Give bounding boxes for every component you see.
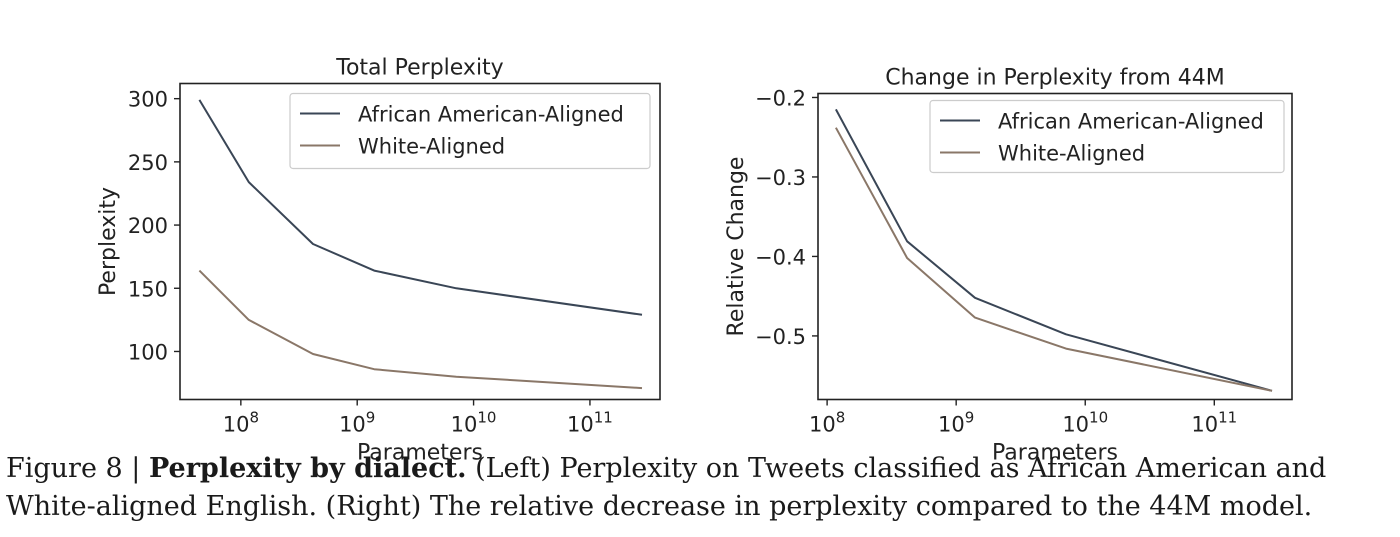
series-line-white-aligned	[835, 127, 1273, 392]
y-tick-label: 200	[128, 214, 168, 238]
legend-label: White-Aligned	[358, 135, 505, 159]
y-tick-label: 250	[128, 151, 168, 175]
x-tick-label: 1010	[451, 409, 497, 437]
plot-frame	[179, 82, 661, 401]
caption-bold: Perplexity by dialect.	[148, 453, 467, 484]
x-tick-label: 108	[809, 409, 845, 437]
x-axis-label: Parameters	[992, 441, 1118, 466]
legend-label: White-Aligned	[998, 142, 1145, 166]
chart-right: 108 109 1010 1011 −0.2 −0.3 −0.4 −0.5 Change in …	[724, 66, 1293, 466]
x-tick-label: 1011	[567, 409, 613, 437]
caption-label: Figure 8 |	[6, 453, 149, 484]
y-tick-label: −0.5	[755, 325, 806, 349]
y-axis-label: Relative Change	[724, 157, 749, 337]
y-tick-label: 100	[128, 340, 168, 364]
x-tick-label: 108	[223, 409, 259, 437]
x-tick-label: 1011	[1191, 409, 1237, 437]
legend-box	[929, 99, 1285, 174]
legend-label: African American-Aligned	[998, 110, 1264, 134]
plot-frame	[817, 92, 1293, 401]
legend-label: African American-Aligned	[358, 103, 624, 127]
series-line-african-american-aligned	[198, 99, 643, 316]
legend: African American-Aligned White-Aligned	[929, 99, 1285, 174]
y-tick-label: −0.4	[755, 245, 806, 269]
caption-text: (Left) Perplexity on Tweets classified a…	[6, 453, 1327, 522]
x-tick-label: 109	[938, 409, 974, 437]
figure-caption: Figure 8 | Perplexity by dialect. (Left)…	[6, 450, 1398, 526]
chart-title: Total Perplexity	[335, 56, 503, 81]
y-tick-label: −0.3	[755, 166, 806, 190]
y-tick-label: 300	[128, 88, 168, 112]
x-axis-label: Parameters	[357, 441, 483, 466]
y-axis-label: Perplexity	[96, 187, 121, 296]
x-tick-label: 109	[339, 409, 375, 437]
series-line-african-american-aligned	[835, 108, 1273, 392]
chart-title: Change in Perplexity from 44M	[885, 66, 1225, 91]
legend-box	[289, 92, 651, 170]
y-tick-label: 150	[128, 277, 168, 301]
x-tick-label: 1010	[1062, 409, 1108, 437]
y-tick-label: −0.2	[755, 86, 806, 110]
chart-left: 108 109 1010 1011 100 150 200 250 300 Total Perpl…	[96, 56, 661, 466]
series-line-white-aligned	[198, 269, 643, 390]
legend: African American-Aligned White-Aligned	[289, 92, 651, 170]
